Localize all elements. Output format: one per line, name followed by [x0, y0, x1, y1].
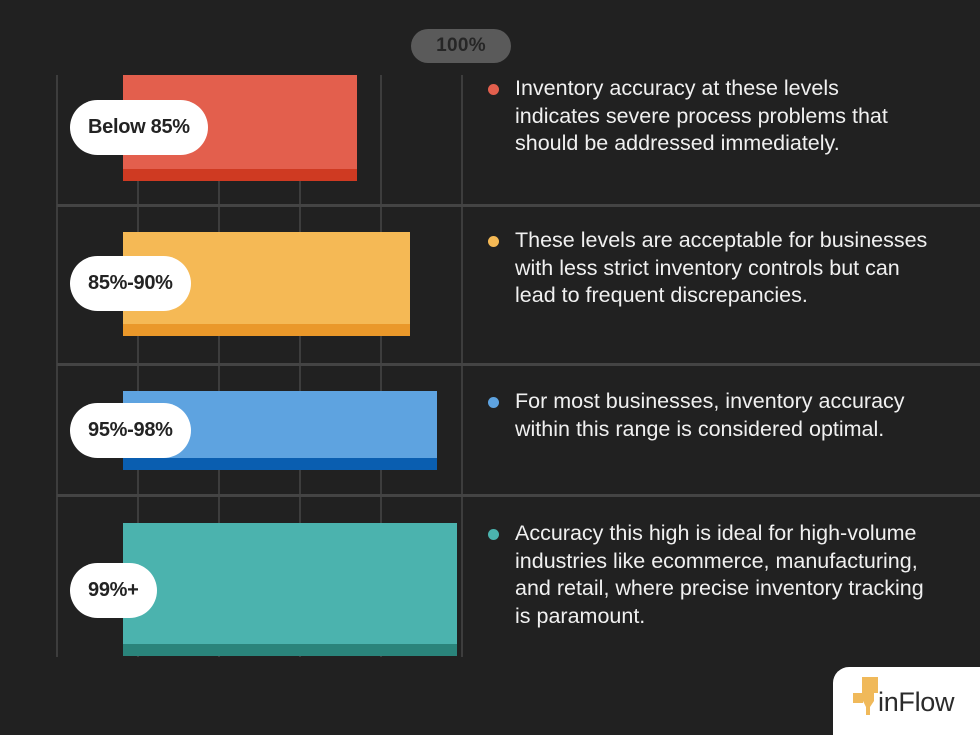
inflow-logo-icon [853, 677, 878, 715]
row-divider-1 [57, 204, 980, 207]
bar-base [123, 324, 410, 336]
bar-99-plus [123, 523, 457, 656]
brand-logo-card: inFlow [833, 667, 980, 735]
description-text: Accuracy this high is ideal for high-vol… [515, 521, 924, 628]
grid-line-4 [380, 75, 382, 657]
bar-base [123, 644, 457, 656]
category-label-95-98: 95%-98% [70, 403, 191, 458]
bullet-dot-yellow-icon [488, 236, 499, 247]
category-label-85-90: 85%-90% [70, 256, 191, 311]
max-value-badge: 100% [411, 29, 511, 63]
bar-face [123, 523, 457, 644]
bar-base [123, 458, 437, 470]
description-text: For most businesses, inventory accuracy … [515, 389, 905, 441]
brand-name: inFlow [878, 687, 955, 717]
grid-line-0 [56, 75, 58, 657]
description-text: These levels are acceptable for business… [515, 228, 928, 307]
description-85-90: These levels are acceptable for business… [488, 227, 928, 310]
row-divider-3 [57, 494, 980, 497]
description-text: Inventory accuracy at these levels indic… [515, 76, 888, 155]
description-99-plus: Accuracy this high is ideal for high-vol… [488, 520, 928, 630]
row-divider-2 [57, 363, 980, 366]
category-label-below-85: Below 85% [70, 100, 208, 155]
bullet-dot-red-icon [488, 84, 499, 95]
bar-base [123, 169, 357, 181]
description-95-98: For most businesses, inventory accuracy … [488, 388, 928, 443]
bullet-dot-teal-icon [488, 529, 499, 540]
bullet-dot-blue-icon [488, 397, 499, 408]
grid-line-100 [461, 75, 463, 657]
description-below-85: Inventory accuracy at these levels indic… [488, 75, 928, 158]
category-label-99-plus: 99%+ [70, 563, 157, 618]
